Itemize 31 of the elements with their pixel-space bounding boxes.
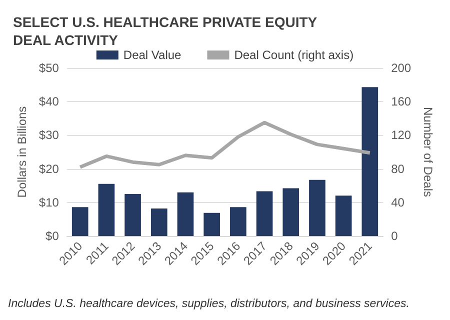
y2-tick-label: 200 [391,61,412,75]
y-tick-label: $40 [38,94,60,109]
y-tick-label: $10 [38,195,60,210]
y-tick-label: $0 [46,229,60,243]
bar [150,208,168,236]
y-tick-label: $30 [38,128,60,142]
bar [204,212,220,236]
y2-axis-title: Number of Deals [421,106,435,198]
bar [256,191,273,236]
bar [335,196,352,236]
bar [177,192,194,236]
y2-tick-label: 80 [391,162,405,176]
line-series [78,120,372,169]
bar [72,207,88,236]
bar [309,180,326,236]
text: Includes U.S. healthcare devices, supplies, distributors, and business services. [8,298,410,310]
y2-tick-label: 120 [391,128,412,142]
legend-label: Deal Value [123,48,182,62]
chart-title: SELECT U.S. HEALTHCARE PRIVATE EQUITY DEAL ACTIVITY [13,14,321,48]
y-tick-label: $50 [38,61,60,75]
y2-tick-label: 160 [391,94,412,109]
bar [230,207,246,236]
bar [282,188,300,236]
y2-tick-label: 40 [391,195,405,210]
bar [124,194,141,236]
bar [98,184,115,236]
y-tick-label: $20 [38,162,60,176]
y2-tick-label: 0 [391,229,398,243]
legend-label: Deal Count (right axis) [234,48,354,62]
bar [362,87,378,236]
y-axis-title: Dollars in Billions [15,106,29,198]
